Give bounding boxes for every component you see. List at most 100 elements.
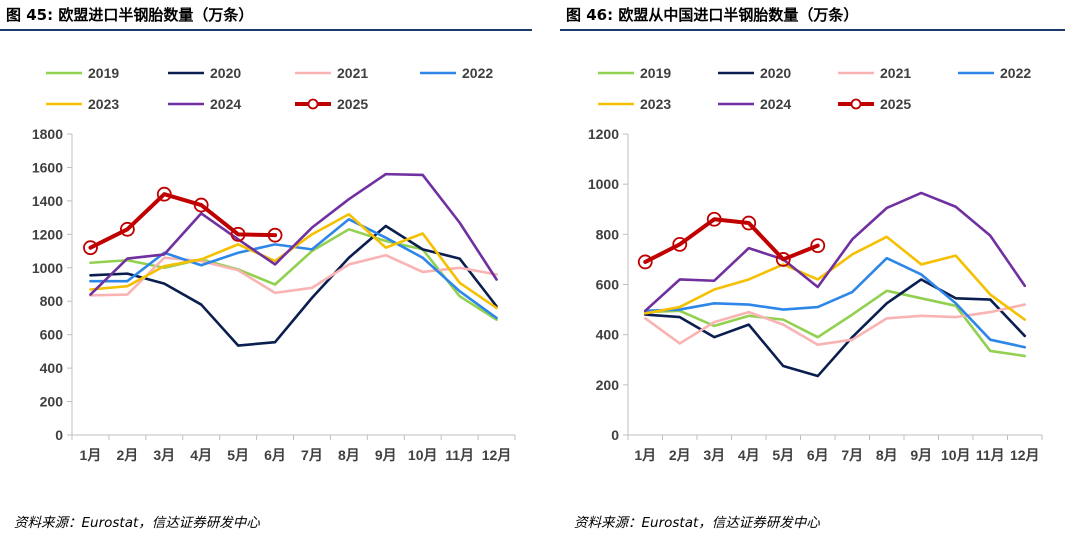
y-tick-label: 400 [596, 327, 620, 343]
data-point-2025 [706, 211, 722, 227]
series-line-2025 [88, 192, 278, 250]
legend-label: 2024 [210, 96, 241, 112]
x-tick-label: 5月 [227, 447, 249, 463]
data-point-2025 [637, 254, 653, 270]
legend-item-2019: 2019 [598, 65, 671, 81]
legend-item-2024: 2024 [718, 96, 791, 112]
series-line-2024 [89, 172, 498, 296]
x-tick-label: 11月 [445, 447, 474, 463]
series-line-2020 [89, 224, 498, 347]
y-tick-label: 1800 [32, 126, 63, 142]
y-tick-label: 200 [596, 377, 620, 393]
chart-panel-eu-imports: 图 45: 欧盟进口半钢胎数量（万条） 0 200 400 600 800 1000 120… [0, 0, 533, 536]
x-tick-label: 5月 [772, 447, 794, 463]
series-line-2021 [643, 303, 1027, 347]
legend-label: 2024 [760, 96, 791, 112]
source-note: 资料来源：Eurostat，信达证券研发中心 [574, 515, 820, 531]
x-tick-label: 8月 [876, 447, 898, 463]
data-point-2025 [672, 236, 688, 252]
y-tick-label: 1400 [32, 193, 63, 209]
figure-title: 图 46: 欧盟从中国进口半钢胎数量（万条） [566, 6, 859, 24]
series-line-2019 [643, 289, 1027, 358]
title-divider [0, 29, 532, 31]
y-tick-label: 1600 [32, 159, 63, 175]
legend-item-2023: 2023 [598, 96, 671, 112]
x-tick-label: 2月 [116, 447, 138, 463]
x-tick-label: 6月 [807, 447, 829, 463]
x-tick-label: 1月 [80, 447, 102, 463]
x-tick-label: 1月 [634, 447, 656, 463]
y-tick-label: 800 [40, 293, 64, 309]
x-tick-label: 4月 [738, 447, 760, 463]
legend-marker [307, 98, 319, 110]
legend-item-2025: 2025 [295, 96, 368, 112]
legend-label: 2023 [88, 96, 119, 112]
legend-label: 2021 [337, 65, 368, 81]
legend-label: 2020 [760, 65, 791, 81]
series-line-2022 [643, 256, 1027, 349]
figure-title: 图 45: 欧盟进口半钢胎数量（万条） [6, 6, 254, 24]
x-tick-label: 7月 [841, 447, 863, 463]
legend-item-2020: 2020 [168, 65, 241, 81]
series-line-2023 [643, 235, 1027, 321]
data-point-2025 [119, 221, 135, 237]
x-tick-label: 7月 [301, 447, 323, 463]
legend-item-2021: 2021 [295, 65, 368, 81]
legend-label: 2019 [88, 65, 119, 81]
legend-label: 2022 [1000, 65, 1031, 81]
series-line-2025 [643, 217, 820, 264]
legend-marker [850, 98, 862, 110]
data-point-2025 [267, 227, 283, 243]
legend-item-2025: 2025 [838, 96, 911, 112]
legend-label: 2025 [337, 96, 368, 112]
y-tick-label: 1000 [32, 260, 63, 276]
legend-item-2022: 2022 [420, 65, 493, 81]
y-tick-label: 1000 [588, 176, 619, 192]
x-tick-label: 4月 [190, 447, 212, 463]
x-tick-label: 3月 [703, 447, 725, 463]
data-point-2025 [775, 252, 791, 267]
series-line-2024 [643, 191, 1027, 313]
data-point-2025 [193, 197, 209, 213]
title-divider [560, 29, 1065, 31]
legend-label: 2020 [210, 65, 241, 81]
y-tick-label: 600 [40, 327, 64, 343]
legend-label: 2019 [640, 65, 671, 81]
legend-label: 2025 [880, 96, 911, 112]
x-tick-label: 11月 [976, 447, 1005, 463]
data-point-2025 [741, 215, 757, 231]
series-line-2021 [89, 253, 498, 297]
legend-item-2024: 2024 [168, 96, 241, 112]
x-tick-label: 8月 [338, 447, 360, 463]
y-tick-label: 1200 [588, 126, 619, 142]
legend-item-2020: 2020 [718, 65, 791, 81]
y-tick-label: 400 [40, 360, 64, 376]
x-tick-label: 9月 [910, 447, 932, 463]
source-note: 资料来源：Eurostat，信达证券研发中心 [14, 515, 260, 531]
x-tick-label: 10月 [408, 447, 438, 463]
x-tick-label: 3月 [153, 447, 175, 463]
series-line-2019 [89, 228, 498, 321]
series-line-2020 [643, 278, 1027, 378]
y-tick-label: 200 [40, 394, 64, 410]
legend-label: 2022 [462, 65, 493, 81]
x-tick-label: 6月 [264, 447, 286, 463]
x-tick-label: 10月 [941, 447, 971, 463]
legend-item-2019: 2019 [46, 65, 119, 81]
legend-label: 2023 [640, 96, 671, 112]
legend-item-2022: 2022 [958, 65, 1031, 81]
y-tick-label: 600 [596, 277, 620, 293]
line-chart-eu-imports-from-china: 0 200 400 600 800 1000 1200 1月 2月 3月 4月 5月 6月 7月 8月 9月 1… [588, 65, 1043, 463]
y-tick-label: 0 [55, 427, 63, 443]
y-tick-label: 800 [596, 226, 620, 242]
x-tick-label: 12月 [1010, 447, 1040, 463]
legend-label: 2021 [880, 65, 911, 81]
data-point-2025 [83, 240, 98, 256]
data-point-2025 [810, 238, 826, 254]
legend-item-2023: 2023 [46, 96, 119, 112]
x-tick-label: 2月 [669, 447, 691, 463]
line-chart-eu-imports: 0 200 400 600 800 1000 1200 1400 1600 1800 1月 2月 3月 4… [32, 65, 516, 463]
x-tick-label: 9月 [375, 447, 397, 463]
x-tick-label: 12月 [482, 447, 512, 463]
data-point-2025 [156, 186, 172, 202]
